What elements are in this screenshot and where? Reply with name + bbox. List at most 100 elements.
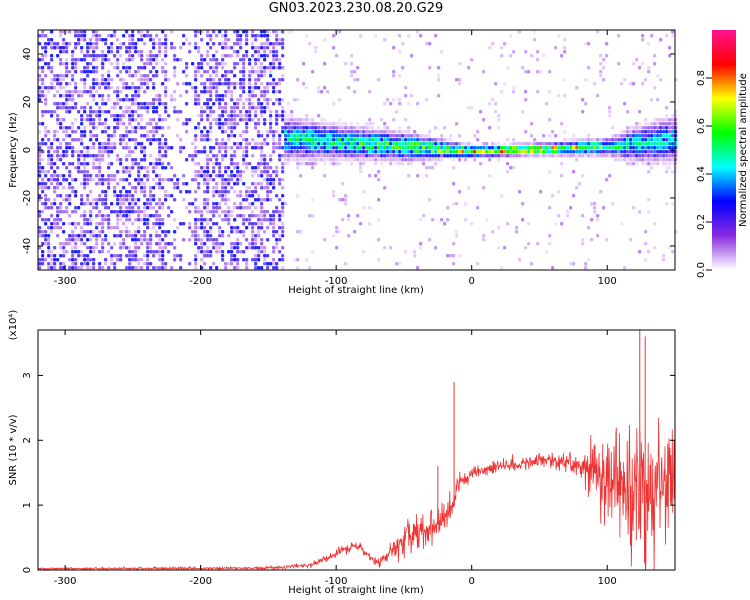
spectrogram-cell bbox=[317, 126, 321, 130]
spectrogram-cell bbox=[86, 146, 90, 150]
spectrogram-cell bbox=[110, 178, 114, 182]
spectrogram-cell bbox=[143, 222, 147, 226]
spectrogram-cell bbox=[614, 134, 618, 138]
spectrogram-cell bbox=[656, 122, 660, 126]
spectrogram-cell bbox=[164, 86, 168, 90]
spectrogram-cell bbox=[419, 142, 423, 146]
spectrogram-cell bbox=[122, 98, 126, 102]
spectrogram-cell bbox=[44, 46, 48, 50]
spectrogram-cell bbox=[131, 82, 135, 86]
spectrogram-cell bbox=[119, 46, 123, 50]
spectrogram-cell bbox=[200, 258, 204, 262]
spectrogram-cell bbox=[266, 178, 270, 182]
spectrogram-cell bbox=[95, 46, 99, 50]
spectrogram-cell bbox=[224, 118, 228, 122]
spectrogram-cell bbox=[203, 58, 207, 62]
spectrogram-cell bbox=[263, 186, 267, 190]
spectrogram-cell bbox=[371, 138, 375, 142]
spectrogram-cell bbox=[272, 262, 276, 266]
spectrogram-cell bbox=[131, 58, 135, 62]
spectrogram-cell bbox=[146, 34, 150, 38]
spectrogram-cell bbox=[200, 238, 204, 242]
spectrogram-cell bbox=[356, 154, 360, 158]
spectrogram-cell bbox=[83, 214, 87, 218]
spectrogram-cell bbox=[266, 190, 270, 194]
spectrogram-cell bbox=[71, 250, 75, 254]
spectrogram-cell bbox=[161, 250, 165, 254]
spectrogram-cell bbox=[635, 146, 639, 150]
spectrogram-cell bbox=[269, 222, 273, 226]
spectrogram-cell bbox=[158, 138, 162, 142]
spectrogram-cell bbox=[329, 158, 333, 162]
spectrogram-cell bbox=[239, 82, 243, 86]
spectrogram-cell bbox=[437, 66, 441, 70]
spectrogram-cell bbox=[299, 138, 303, 142]
spectrogram-cell bbox=[158, 266, 162, 270]
spectrogram-cell bbox=[461, 142, 465, 146]
spectrogram-cell bbox=[206, 166, 210, 170]
spectrogram-cell bbox=[149, 130, 153, 134]
spectrogram-cell bbox=[251, 70, 255, 74]
spectrogram-cell bbox=[44, 182, 48, 186]
spectrogram-cell bbox=[140, 118, 144, 122]
spectrogram-cell bbox=[614, 138, 618, 142]
spectrogram-cell bbox=[641, 34, 645, 38]
spectrogram-cell bbox=[338, 230, 342, 234]
spectrogram-cell bbox=[158, 178, 162, 182]
spectrogram-cell bbox=[92, 42, 96, 46]
spectrogram-cell bbox=[287, 138, 291, 142]
spectrogram-cell bbox=[281, 130, 285, 134]
spectrogram-cell bbox=[149, 234, 153, 238]
spectrogram-cell bbox=[185, 122, 189, 126]
spectrogram-cell bbox=[68, 106, 72, 110]
spectrogram-cell bbox=[620, 222, 624, 226]
spectrogram-cell bbox=[221, 34, 225, 38]
spectrogram-cell bbox=[98, 162, 102, 166]
spectrogram-cell bbox=[344, 198, 348, 202]
spectrogram-cell bbox=[455, 122, 459, 126]
spectrogram-cell bbox=[416, 150, 420, 154]
spectrogram-cell bbox=[203, 230, 207, 234]
spectrogram-cell bbox=[638, 154, 642, 158]
spectrogram-cell bbox=[41, 30, 45, 34]
spectrogram-cell bbox=[665, 146, 669, 150]
spectrogram-cell bbox=[47, 178, 51, 182]
spectrogram-cell bbox=[50, 178, 54, 182]
spectrogram-cell bbox=[665, 158, 669, 162]
spectrogram-cell bbox=[419, 146, 423, 150]
spectrogram-cell bbox=[374, 138, 378, 142]
spectrogram-cell bbox=[674, 154, 678, 158]
spectrogram-cell bbox=[62, 78, 66, 82]
spectrogram-cell bbox=[206, 222, 210, 226]
spectrogram-cell bbox=[134, 234, 138, 238]
spectrogram-cell bbox=[65, 90, 69, 94]
spectrogram-cell bbox=[113, 142, 117, 146]
spectrogram-cell bbox=[533, 150, 537, 154]
spectrogram-cell bbox=[293, 150, 297, 154]
spectrogram-cell bbox=[122, 170, 126, 174]
spectrogram-cell bbox=[398, 262, 402, 266]
spectrogram-cell bbox=[224, 30, 228, 34]
spectrogram-cell bbox=[134, 118, 138, 122]
spectrogram-cell bbox=[227, 250, 231, 254]
spectrogram-cell bbox=[104, 82, 108, 86]
spectrogram-cell bbox=[170, 210, 174, 214]
spectrogram-cell bbox=[155, 70, 159, 74]
spectrogram-cell bbox=[206, 30, 210, 34]
spectrogram-cell bbox=[278, 138, 282, 142]
spectrogram-cell bbox=[134, 198, 138, 202]
spectrogram-cell bbox=[110, 50, 114, 54]
spectrogram-cell bbox=[230, 174, 234, 178]
spectrogram-cell bbox=[113, 130, 117, 134]
spectrogram-cell bbox=[308, 118, 312, 122]
spectrogram-cell bbox=[236, 62, 240, 66]
spectrogram-cell bbox=[368, 122, 372, 126]
spectrogram-cell bbox=[161, 262, 165, 266]
spectrogram-cell bbox=[434, 142, 438, 146]
spectrogram-cell bbox=[83, 82, 87, 86]
spectrogram-cell bbox=[203, 170, 207, 174]
spectrogram-cell bbox=[230, 178, 234, 182]
spectrogram-cell bbox=[245, 162, 249, 166]
spectrogram-cell bbox=[233, 82, 237, 86]
spectrogram-cell bbox=[113, 242, 117, 246]
